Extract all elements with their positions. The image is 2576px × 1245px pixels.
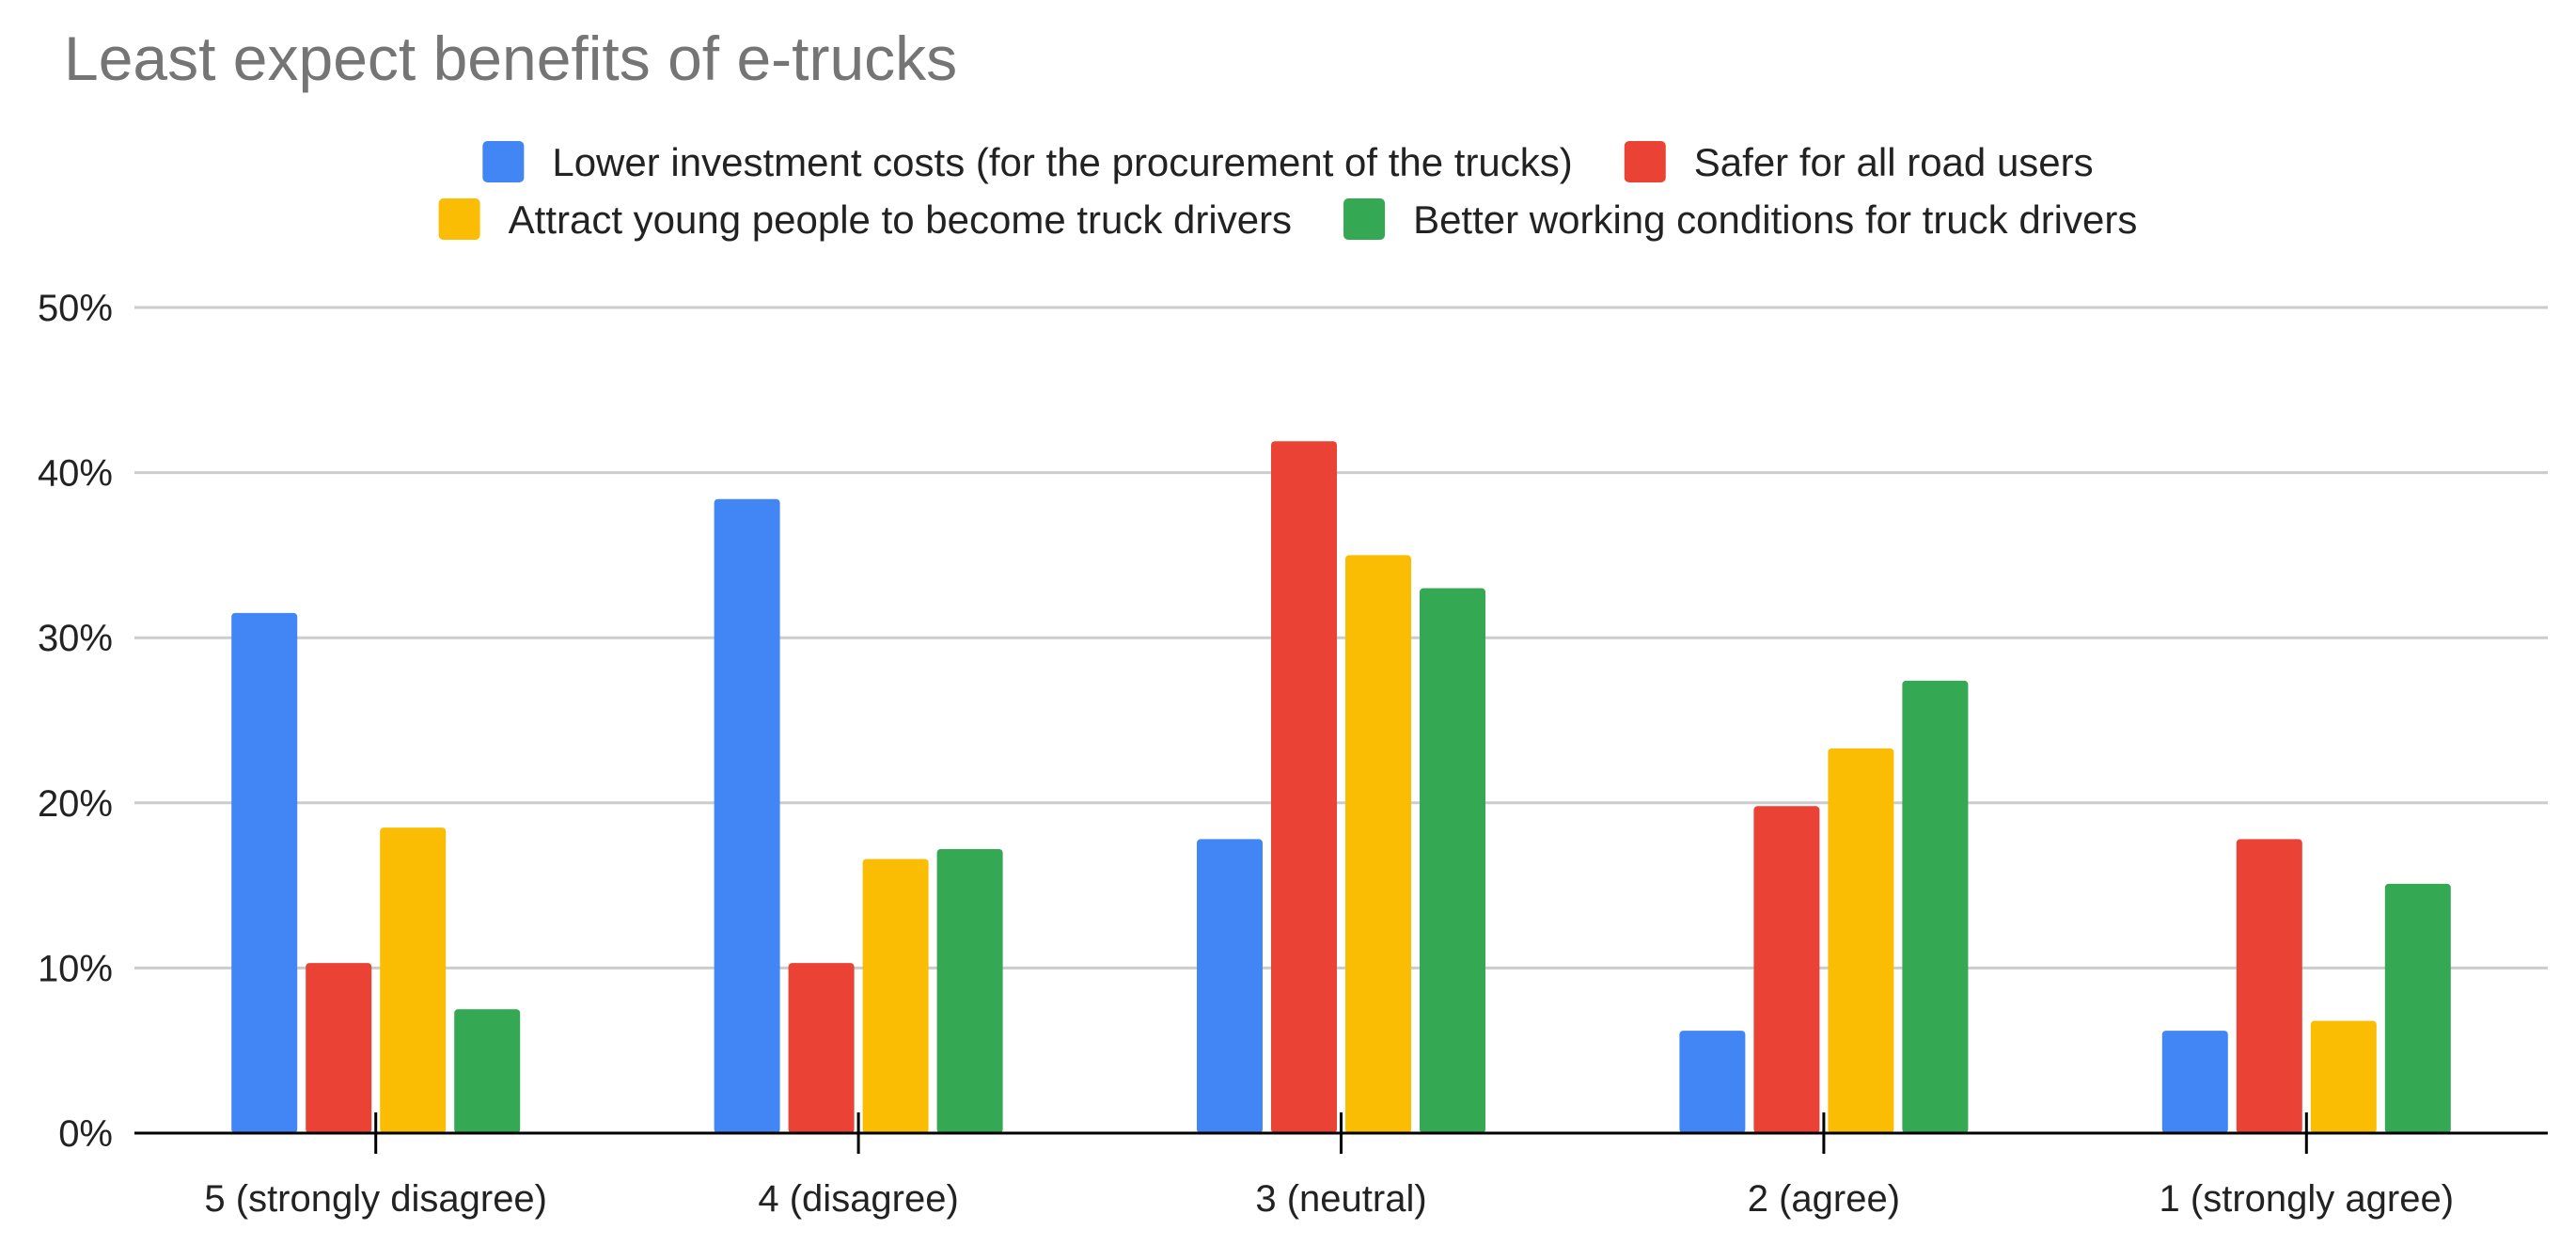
bar-safer-for-all-road-users-3 xyxy=(1271,441,1337,1134)
bar-attract-young-people-to--1 xyxy=(380,827,447,1133)
bar-attract-young-people-to--2 xyxy=(862,859,929,1133)
bar-safer-for-all-road-users-5 xyxy=(2236,839,2302,1133)
bar-attract-young-people-to--5 xyxy=(2310,1020,2377,1133)
bar-lower-investment-costs-f-4 xyxy=(1679,1031,1746,1133)
x-tick-label: 4 (disagree) xyxy=(758,1178,958,1220)
legend-label: Safer for all road users xyxy=(1694,140,2094,184)
bar-lower-investment-costs-f-1 xyxy=(231,612,298,1133)
legend-swatch xyxy=(1624,141,1666,182)
bar-better-working-condition-3 xyxy=(1420,588,1485,1133)
bar-better-working-condition-1 xyxy=(454,1009,521,1133)
bar-safer-for-all-road-users-4 xyxy=(1753,806,1820,1133)
legend-swatch xyxy=(438,198,480,240)
bar-better-working-condition-2 xyxy=(936,848,1003,1133)
legend-label: Better working conditions for truck driv… xyxy=(1413,197,2137,242)
y-tick-label: 0% xyxy=(58,1113,113,1155)
y-tick-label: 50% xyxy=(38,288,113,329)
y-tick-label: 40% xyxy=(38,453,113,495)
y-tick-label: 10% xyxy=(38,948,113,989)
legend-swatch xyxy=(482,141,525,182)
legend-label: Attract young people to become truck dri… xyxy=(509,197,1292,242)
legend-swatch xyxy=(1343,198,1386,240)
gridlines xyxy=(134,306,2548,969)
bar-lower-investment-costs-f-5 xyxy=(2161,1031,2228,1133)
legend-label: Lower investment costs (for the procurem… xyxy=(552,140,1572,184)
x-tick-label: 3 (neutral) xyxy=(1255,1178,1426,1220)
chart-title: Least expect benefits of e-trucks xyxy=(64,24,957,93)
bars xyxy=(231,441,2451,1134)
x-tick-label: 2 (agree) xyxy=(1748,1178,1900,1220)
y-tick-label: 30% xyxy=(38,618,113,659)
bar-better-working-condition-4 xyxy=(1902,680,1969,1133)
bar-better-working-condition-5 xyxy=(2384,883,2451,1133)
bar-attract-young-people-to--3 xyxy=(1345,555,1411,1133)
legend: Lower investment costs (for the procurem… xyxy=(438,140,2137,242)
x-axis: 5 (strongly disagree) 4 (disagree) 3 (neut… xyxy=(134,1112,2548,1220)
bar-lower-investment-costs-f-2 xyxy=(714,498,780,1133)
x-tick-label: 1 (strongly agree) xyxy=(2160,1178,2454,1220)
x-tick-label: 5 (strongly disagree) xyxy=(204,1178,547,1220)
y-axis-ticks: 0% 10% 20% 30% 40% 50% xyxy=(38,288,113,1155)
bar-attract-young-people-to--4 xyxy=(1828,748,1894,1133)
bar-safer-for-all-road-users-2 xyxy=(788,963,855,1133)
bar-lower-investment-costs-f-3 xyxy=(1197,839,1263,1133)
bar-safer-for-all-road-users-1 xyxy=(306,963,372,1133)
y-tick-label: 20% xyxy=(38,783,113,825)
